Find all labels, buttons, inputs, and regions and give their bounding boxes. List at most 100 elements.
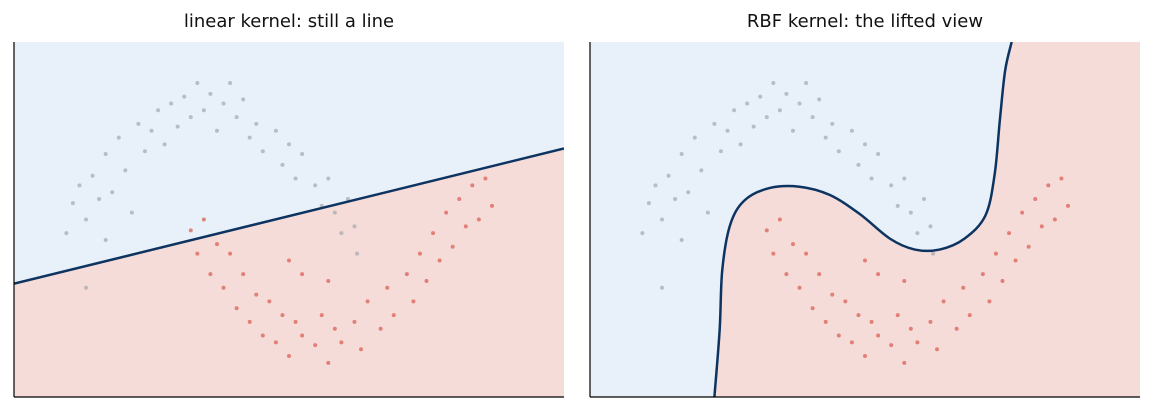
point — [738, 142, 743, 147]
point — [823, 135, 828, 140]
point — [103, 151, 108, 156]
point — [902, 360, 907, 365]
point — [365, 299, 370, 304]
point — [319, 313, 324, 318]
point — [876, 272, 881, 277]
point — [90, 173, 95, 178]
point — [254, 292, 259, 297]
point — [889, 343, 894, 348]
point — [1039, 224, 1044, 229]
point — [313, 343, 318, 348]
point — [260, 149, 265, 154]
point — [1052, 217, 1057, 222]
point — [817, 97, 822, 102]
point — [941, 299, 946, 304]
point — [287, 142, 291, 147]
point — [431, 231, 436, 236]
point — [679, 151, 684, 156]
point — [221, 285, 226, 290]
point — [849, 128, 854, 133]
chart-title: linear kernel: still a line — [184, 11, 394, 32]
point — [188, 115, 193, 120]
point — [214, 242, 219, 247]
point — [1059, 176, 1064, 181]
point — [830, 292, 835, 297]
point — [84, 285, 89, 290]
point — [332, 210, 337, 215]
point — [1000, 278, 1005, 283]
point — [201, 108, 206, 113]
point — [1065, 203, 1070, 208]
point — [182, 94, 187, 99]
point — [718, 149, 723, 154]
point — [810, 306, 815, 311]
point — [876, 151, 881, 156]
region-class-1 — [590, 42, 1012, 397]
point — [784, 272, 789, 277]
point — [280, 162, 285, 167]
point — [967, 313, 972, 318]
point — [869, 319, 874, 324]
point — [326, 360, 331, 365]
point — [116, 135, 121, 140]
point — [823, 319, 828, 324]
point — [313, 183, 318, 188]
point — [345, 197, 350, 202]
point — [1046, 183, 1051, 188]
point — [980, 272, 985, 277]
point — [1007, 231, 1012, 236]
point — [902, 176, 907, 181]
point — [437, 258, 442, 263]
point — [254, 121, 259, 126]
point — [169, 101, 174, 106]
point — [156, 108, 161, 113]
point — [136, 121, 141, 126]
point — [666, 173, 671, 178]
point — [876, 333, 881, 338]
point — [712, 121, 717, 126]
point — [195, 80, 200, 85]
point — [915, 340, 920, 345]
point — [470, 183, 475, 188]
point — [863, 258, 867, 263]
point — [869, 176, 874, 181]
point — [241, 272, 246, 277]
point — [928, 224, 933, 229]
point — [424, 278, 429, 283]
point — [908, 326, 913, 331]
point — [993, 251, 998, 256]
point — [863, 354, 867, 359]
point — [699, 168, 704, 173]
point — [300, 272, 305, 277]
point — [660, 217, 665, 222]
point — [784, 91, 789, 96]
point — [902, 278, 907, 283]
point — [228, 251, 233, 256]
point — [84, 217, 89, 222]
point — [836, 333, 841, 338]
point — [463, 224, 468, 229]
point — [921, 197, 926, 202]
point — [267, 299, 272, 304]
point — [732, 108, 737, 113]
point — [790, 242, 795, 247]
point — [751, 124, 756, 129]
point — [300, 333, 305, 338]
point — [273, 128, 278, 133]
point — [208, 91, 213, 96]
point — [293, 319, 298, 324]
point — [273, 340, 278, 345]
point — [188, 228, 193, 233]
point — [404, 272, 409, 277]
point — [175, 124, 180, 129]
point — [692, 135, 697, 140]
point — [653, 183, 658, 188]
point — [856, 313, 861, 318]
point — [110, 190, 115, 195]
point — [856, 162, 861, 167]
point — [771, 251, 776, 256]
point — [928, 319, 933, 324]
point — [889, 183, 894, 188]
point — [797, 285, 802, 290]
